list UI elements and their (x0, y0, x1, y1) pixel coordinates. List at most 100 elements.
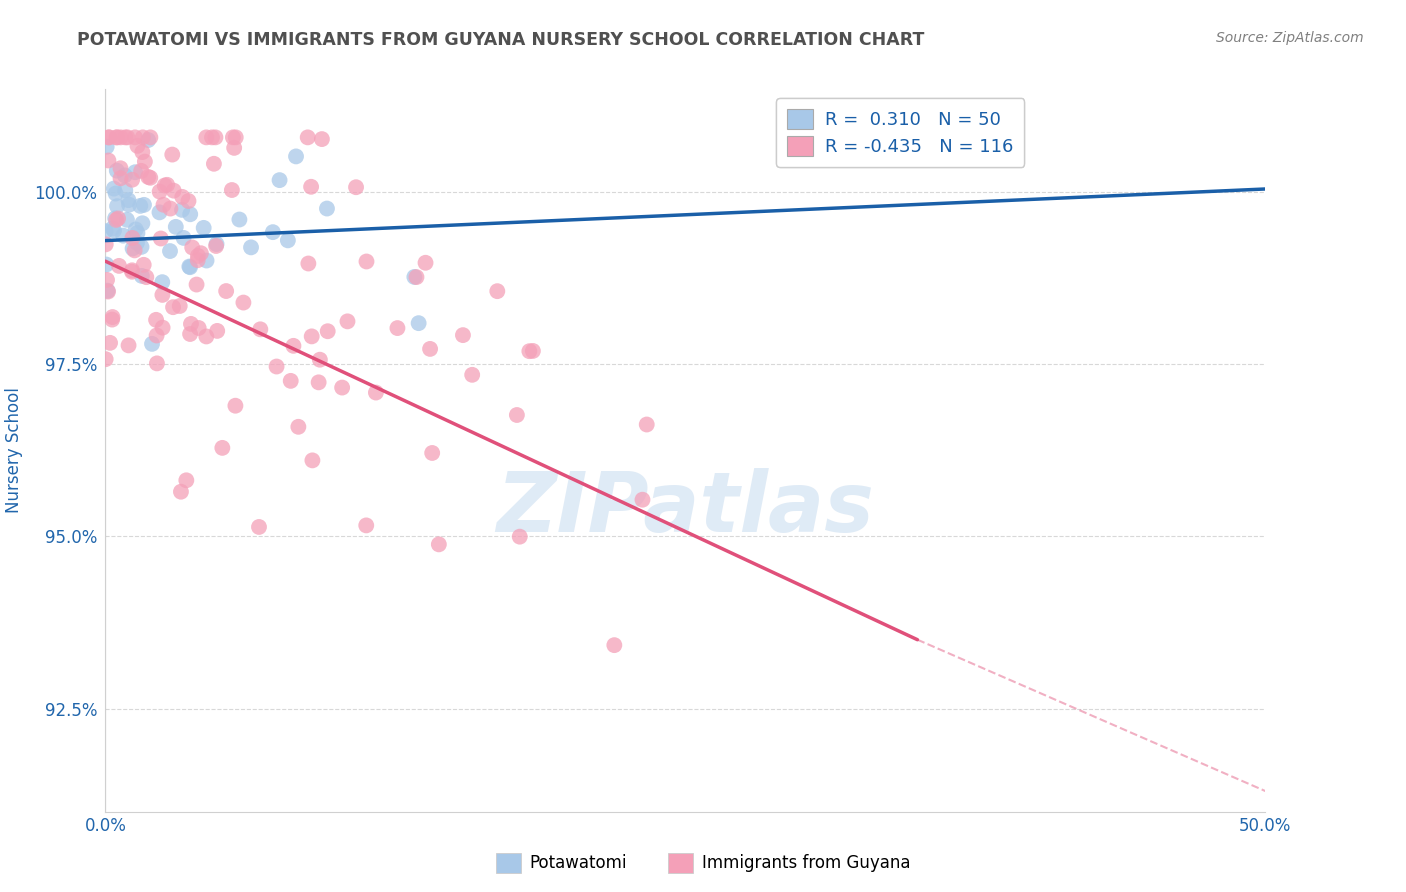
Point (94, 352, 117, 367)
Point (121, 231, 143, 245)
Point (145, 328, 167, 343)
Point (280, 374, 302, 388)
Point (148, 205, 170, 219)
Point (108, 259, 131, 273)
Point (170, 484, 193, 499)
Point (415, 256, 437, 270)
Point (195, 130, 218, 145)
Point (121, 263, 143, 277)
Point (224, 141, 246, 155)
Point (163, 184, 186, 198)
Point (159, 244, 181, 258)
Point (162, 300, 184, 314)
Point (132, 198, 155, 212)
Point (101, 312, 124, 326)
Point (152, 198, 174, 212)
Point (94, 237, 117, 252)
Point (176, 473, 198, 487)
Point (117, 338, 139, 352)
Point (97, 285, 120, 299)
Point (150, 288, 173, 302)
Point (150, 275, 173, 289)
Point (205, 324, 228, 338)
Point (506, 408, 529, 422)
Point (205, 237, 228, 252)
Point (97, 130, 120, 145)
Text: ZIPatlas: ZIPatlas (496, 467, 875, 549)
Point (105, 163, 128, 178)
Point (98, 130, 121, 145)
Point (211, 441, 233, 455)
Point (283, 339, 305, 353)
Point (114, 130, 136, 145)
Point (136, 133, 159, 147)
Point (177, 194, 200, 208)
Point (112, 228, 135, 243)
Point (299, 179, 322, 194)
Point (225, 130, 247, 145)
Point (222, 130, 245, 145)
Point (96, 258, 118, 272)
Point (96, 273, 118, 287)
Point (187, 321, 209, 335)
Point (187, 249, 209, 263)
Legend: R =  0.310   N = 50, R = -0.435   N = 116: R = 0.310 N = 50, R = -0.435 N = 116 (776, 98, 1025, 167)
Point (131, 268, 153, 283)
Point (131, 145, 153, 159)
Point (522, 343, 544, 358)
Text: Source: ZipAtlas.com: Source: ZipAtlas.com (1216, 31, 1364, 45)
Point (115, 212, 138, 227)
Point (330, 380, 353, 394)
Point (124, 244, 146, 258)
Point (364, 385, 387, 400)
Y-axis label: Nursery School: Nursery School (6, 387, 22, 514)
Point (156, 178, 179, 192)
Point (96, 284, 118, 298)
Point (387, 321, 409, 335)
Point (134, 154, 156, 169)
Point (356, 254, 378, 268)
Point (172, 190, 194, 204)
Point (316, 202, 339, 216)
Point (249, 322, 271, 336)
Point (269, 173, 291, 187)
Point (181, 240, 204, 254)
Point (117, 193, 139, 207)
Point (169, 299, 191, 313)
Point (129, 199, 152, 213)
Point (121, 172, 143, 186)
Point (125, 235, 148, 250)
Point (129, 164, 152, 178)
Point (105, 130, 128, 145)
Point (94, 224, 117, 238)
Point (201, 130, 224, 145)
Point (204, 130, 226, 145)
Point (202, 157, 225, 171)
Point (131, 216, 153, 230)
Text: POTAWATOMI VS IMMIGRANTS FROM GUYANA NURSERY SCHOOL CORRELATION CHART: POTAWATOMI VS IMMIGRANTS FROM GUYANA NUR… (77, 31, 925, 49)
Point (149, 185, 172, 199)
Point (110, 161, 132, 176)
Point (121, 265, 143, 279)
Point (308, 376, 330, 390)
Point (146, 356, 169, 370)
Point (190, 246, 212, 260)
Point (262, 225, 284, 239)
Point (195, 253, 218, 268)
Point (104, 186, 127, 201)
Point (101, 221, 124, 235)
Point (179, 207, 201, 221)
Point (301, 453, 323, 467)
Point (603, 638, 626, 652)
Point (105, 130, 128, 145)
Point (354, 518, 377, 533)
Point (125, 222, 148, 236)
Point (186, 277, 208, 292)
Point (316, 324, 339, 338)
Point (135, 270, 157, 285)
Point (98, 335, 121, 350)
Point (221, 183, 243, 197)
Point (179, 260, 201, 275)
Point (311, 132, 333, 146)
Point (127, 138, 149, 153)
